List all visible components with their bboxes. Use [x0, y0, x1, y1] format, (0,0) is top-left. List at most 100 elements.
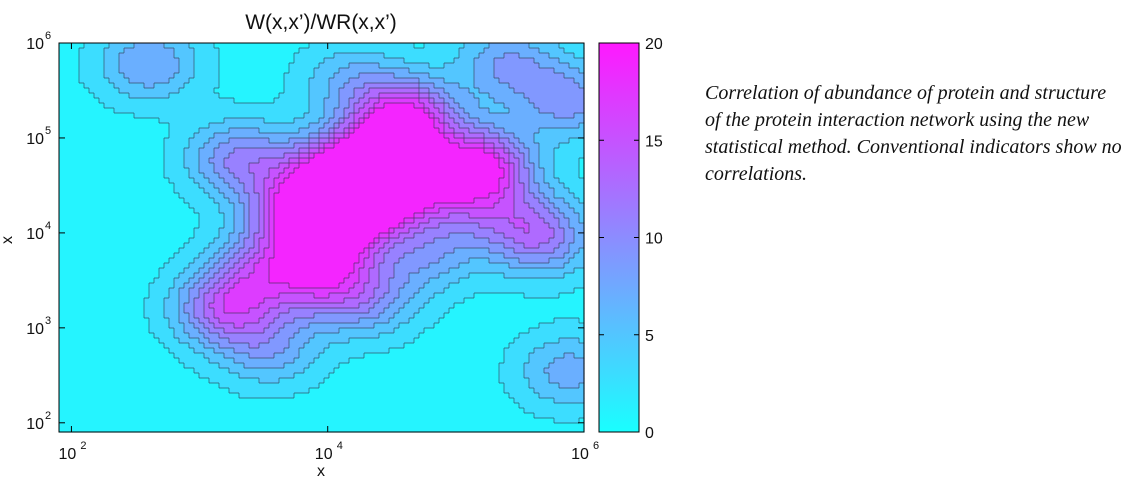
contour-band-cell	[564, 73, 585, 79]
contour-band-cell	[269, 263, 355, 269]
contour-band-cell	[164, 143, 190, 149]
contour-band-cell	[509, 173, 515, 179]
contour-band-cell	[129, 78, 170, 84]
contour-band-cell	[194, 233, 220, 239]
contour-band-cell	[504, 53, 520, 59]
contour-band-cell	[549, 258, 570, 264]
contour-band-cell	[204, 188, 220, 194]
contour-band-cell	[504, 253, 565, 259]
contour-band-cell	[199, 128, 230, 134]
contour-band-cell	[249, 308, 270, 314]
contour-band-cell	[219, 268, 230, 274]
contour-band-cell	[514, 178, 520, 184]
contour-band-cell	[119, 53, 175, 59]
contour-band-cell	[204, 353, 225, 359]
contour-band-cell	[349, 288, 365, 294]
contour-band-cell	[199, 223, 225, 229]
contour-band-cell	[164, 303, 180, 309]
contour-band-cell	[194, 73, 220, 79]
contour-band-cell	[164, 343, 190, 349]
contour-band-cell	[259, 223, 265, 229]
contour-band-cell	[444, 128, 455, 134]
contour-band-cell	[569, 248, 580, 254]
contour-band-cell	[214, 253, 225, 259]
contour-band-cell	[59, 278, 155, 284]
contour-band-cell	[234, 253, 245, 259]
contour-band-cell	[574, 233, 585, 239]
contour-band-cell	[539, 128, 585, 134]
contour-band-cell	[209, 193, 225, 199]
contour-band-cell	[104, 58, 120, 64]
contour-band-cell	[524, 243, 540, 249]
contour-band-cell	[264, 183, 275, 189]
contour-band-cell	[284, 73, 315, 79]
contour-band-cell	[269, 258, 360, 264]
contour-band-cell	[119, 68, 180, 74]
contour-band-cell	[299, 328, 340, 334]
contour-band-cell	[534, 133, 585, 139]
contour-band-cell	[169, 178, 195, 184]
contour-band-cell	[544, 193, 555, 199]
contour-band-cell	[259, 343, 290, 349]
contour-band-cell	[394, 268, 420, 274]
contour-band-cell	[529, 353, 565, 359]
contour-band-cell	[224, 308, 250, 314]
figure-caption: Correlation of abundance of protein and …	[705, 82, 1122, 185]
contour-band-cell	[544, 178, 560, 184]
contour-band-cell	[59, 318, 150, 324]
contour-band-cell	[224, 303, 260, 309]
contour-band-cell	[449, 308, 585, 314]
contour-band-cell	[419, 308, 450, 314]
contour-band-cell	[339, 68, 410, 74]
contour-band-cell	[519, 258, 550, 264]
contour-band-cell	[449, 138, 465, 144]
contour-band-cell	[409, 278, 430, 284]
contour-band-cell	[224, 158, 260, 164]
contour-band-cell	[549, 183, 565, 189]
contour-band-cell	[379, 283, 390, 289]
contour-band-cell	[534, 168, 545, 174]
contour-band-cell	[514, 133, 535, 139]
contour-band-cell	[529, 98, 585, 104]
contour-band-cell	[419, 98, 430, 104]
contour-band-cell	[364, 83, 420, 89]
contour-band-cell	[494, 143, 505, 149]
contour-band-cell	[269, 198, 275, 204]
contour-band-cell	[409, 273, 440, 279]
contour-band-cell	[274, 253, 360, 259]
contour-band-cell	[199, 168, 215, 174]
contour-band-cell	[79, 48, 105, 54]
contour-band-cell	[234, 273, 250, 279]
contour-band-cell	[399, 288, 420, 294]
contour-band-cell	[329, 138, 335, 144]
contour-band-cell	[294, 318, 360, 324]
contour-band-cell	[244, 243, 255, 249]
contour-band-cell	[224, 223, 235, 229]
contour-band-cell	[369, 278, 380, 284]
contour-band-cell	[364, 118, 435, 124]
contour-band-cell	[429, 218, 510, 224]
contour-band-cell	[184, 323, 195, 329]
contour-band-cell	[59, 293, 150, 299]
contour-band-cell	[104, 63, 120, 69]
contour-band-cell	[499, 378, 530, 384]
contour-band-cell	[249, 213, 260, 219]
contour-band-cell	[389, 238, 405, 244]
contour-band-cell	[234, 263, 245, 269]
contour-band-cell	[359, 318, 390, 324]
contour-band-cell	[519, 173, 530, 179]
contour-band-cell	[554, 193, 575, 199]
contour-band-cell	[319, 128, 330, 134]
contour-band-cell	[179, 308, 185, 314]
contour-band-cell	[214, 293, 225, 299]
contour-band-cell	[289, 138, 310, 144]
contour-band-cell	[349, 273, 360, 279]
contour-band-cell	[169, 78, 190, 84]
contour-band-cell	[514, 208, 535, 214]
contour-band-cell	[59, 408, 525, 414]
contour-band-cell	[364, 288, 375, 294]
contour-band-cell	[529, 223, 550, 229]
contour-band-cell	[504, 188, 515, 194]
contour-band-cell	[219, 363, 245, 369]
contour-band-cell	[464, 43, 490, 49]
